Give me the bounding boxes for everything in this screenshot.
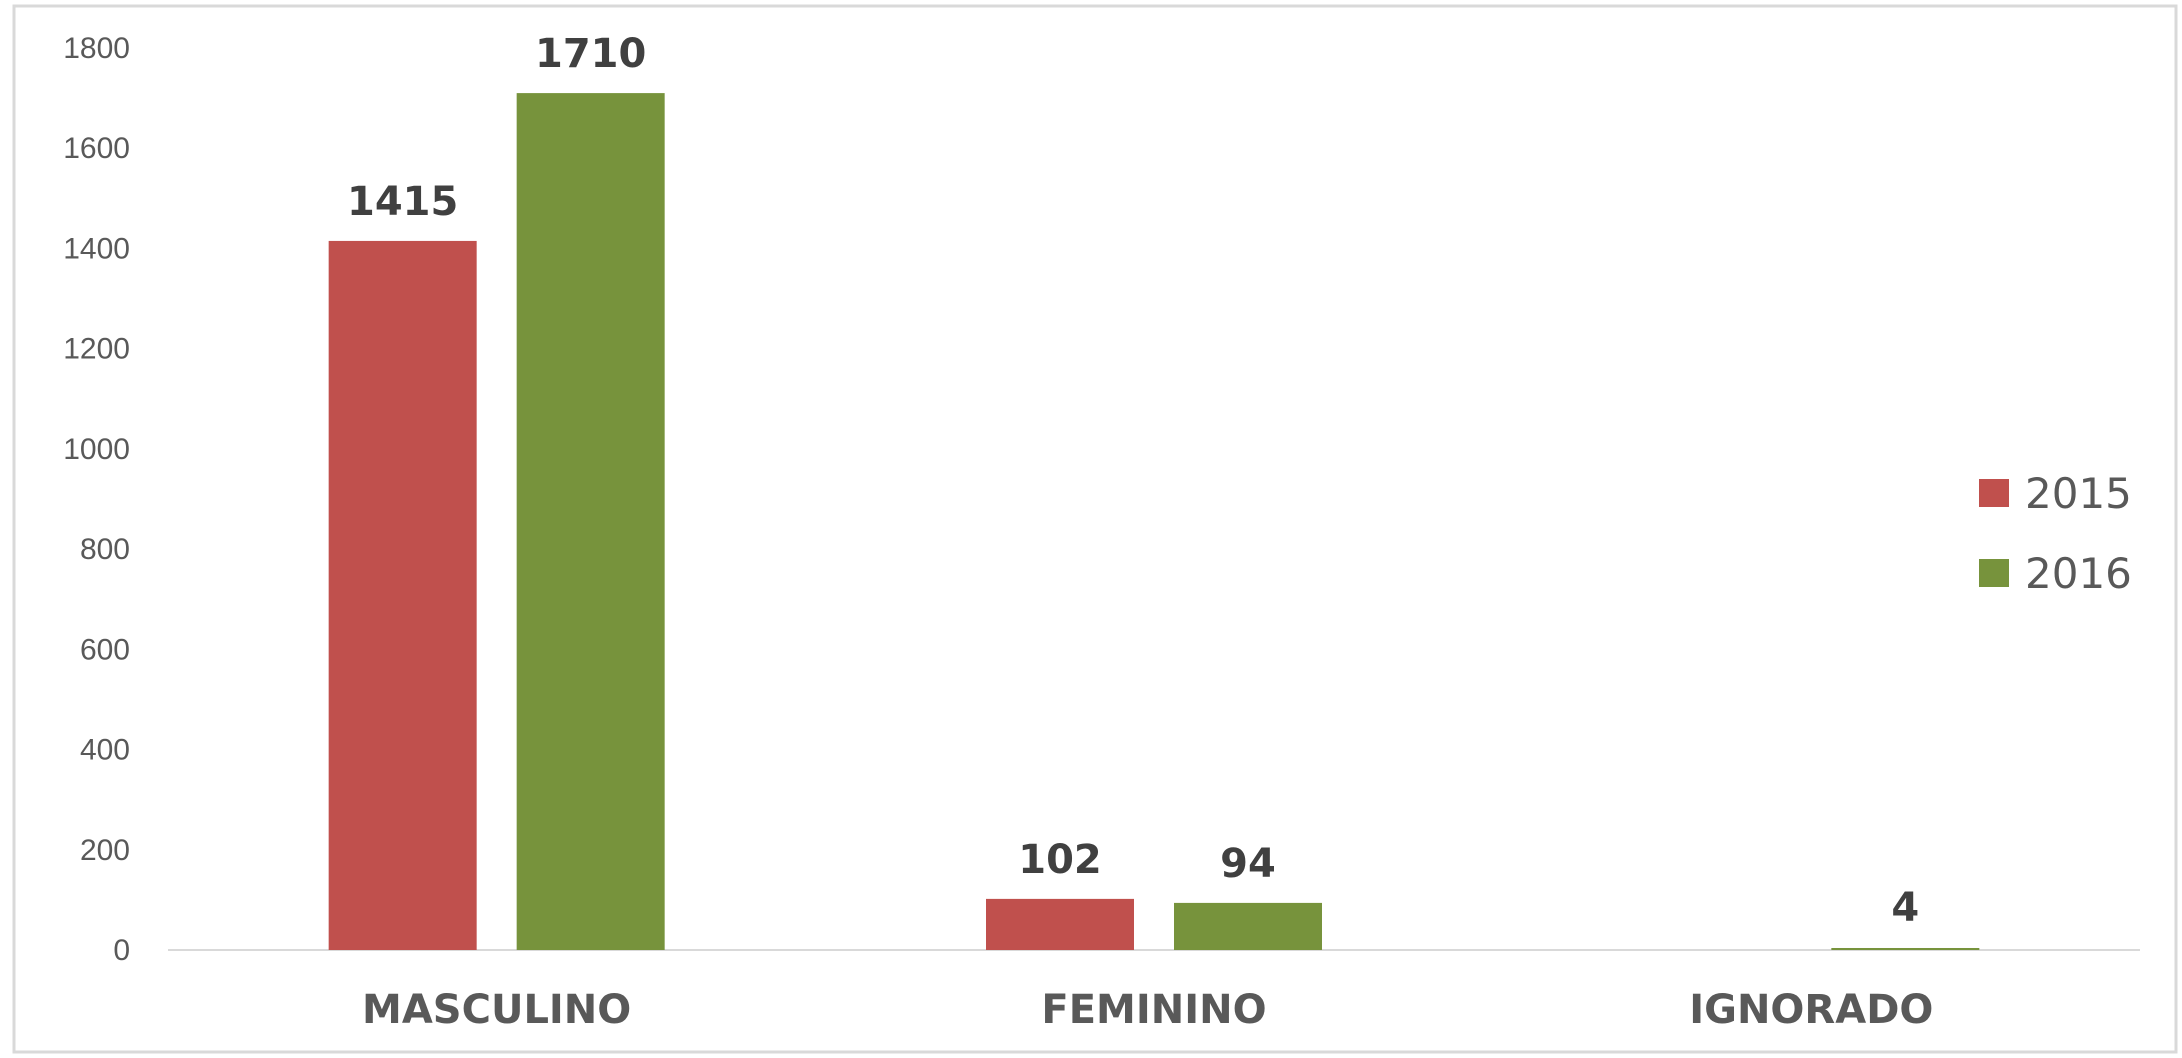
y-tick-label: 800	[80, 533, 130, 566]
data-label: 4	[1891, 885, 1919, 931]
x-tick-label: IGNORADO	[1689, 987, 1933, 1033]
y-tick-label: 1400	[63, 232, 130, 265]
legend-swatch-2016	[1979, 559, 2009, 587]
y-tick-label: 1800	[63, 32, 130, 65]
legend-label-2016: 2016	[2025, 549, 2132, 598]
x-tick-label: MASCULINO	[362, 987, 631, 1033]
x-tick-label: FEMININO	[1041, 987, 1266, 1033]
y-tick-label: 1200	[63, 333, 130, 366]
y-tick-label: 0	[113, 934, 130, 967]
y-axis: 0 200 400 600 800 1000 1200 1400 1600 1800	[63, 32, 130, 967]
bar-2015-feminino	[986, 898, 1134, 950]
bars	[328, 93, 1980, 951]
legend-label-2015: 2015	[2025, 469, 2132, 518]
y-tick-label: 1000	[63, 433, 130, 466]
data-label: 94	[1220, 841, 1276, 887]
data-label: 1710	[535, 31, 646, 77]
data-label: 102	[1018, 837, 1102, 883]
bar-2016-ignorado	[1831, 947, 1980, 950]
y-tick-label: 200	[80, 834, 130, 867]
data-label: 1415	[347, 179, 458, 225]
bar-2015-masculino	[328, 240, 477, 950]
legend: 2015 2016	[1979, 469, 2132, 598]
bar-2016-feminino	[1174, 902, 1322, 950]
data-labels: 1415 102 1710 94 4	[347, 31, 1919, 931]
bar-2016-masculino	[516, 93, 665, 951]
legend-swatch-2015	[1979, 479, 2009, 507]
y-tick-label: 400	[80, 734, 130, 767]
y-tick-label: 1600	[63, 132, 130, 165]
y-tick-label: 600	[80, 633, 130, 666]
x-axis: MASCULINO FEMININO IGNORADO	[168, 949, 2140, 1033]
